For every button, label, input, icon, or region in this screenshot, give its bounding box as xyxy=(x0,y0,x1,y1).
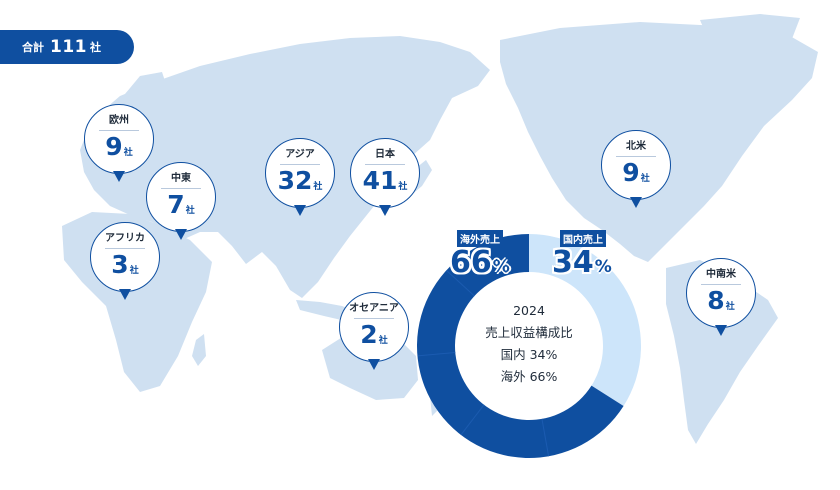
region-name: アジア xyxy=(285,149,315,160)
slice-pct-overseas: 66% xyxy=(450,247,510,279)
region-name: 日本 xyxy=(375,149,395,160)
region-name: 中南米 xyxy=(706,269,736,280)
total-count: 111 xyxy=(50,37,87,57)
region-count: 9 xyxy=(622,158,640,187)
pin-divider xyxy=(280,164,320,165)
region-count: 7 xyxy=(167,190,185,219)
region-count: 2 xyxy=(360,320,378,349)
region-unit: 社 xyxy=(185,206,195,216)
center-overseas: 海外 66% xyxy=(500,369,558,384)
center-title: 売上収益構成比 xyxy=(485,325,573,340)
pin-divider xyxy=(105,248,145,249)
region-unit: 社 xyxy=(378,336,388,346)
pin-pointer xyxy=(119,289,131,300)
slice-pct-value: 34 xyxy=(552,245,594,280)
pin-divider xyxy=(616,156,656,157)
donut-slice-overseas xyxy=(416,233,624,459)
region-pin-asia: アジア 32 社 xyxy=(265,138,335,224)
pin-pointer xyxy=(630,197,642,208)
region-name: 北米 xyxy=(626,141,646,152)
region-unit: 社 xyxy=(313,182,323,192)
region-unit: 社 xyxy=(725,302,735,312)
pin-pointer xyxy=(113,171,125,182)
pin-divider xyxy=(701,284,741,285)
center-year: 2024 xyxy=(513,303,545,318)
pin-divider xyxy=(365,164,405,165)
region-count: 3 xyxy=(111,250,129,279)
pin-pointer xyxy=(175,229,187,240)
donut-slice-domestic xyxy=(529,234,641,407)
region-count: 8 xyxy=(707,286,725,315)
pin-divider xyxy=(354,318,394,319)
region-pin-japan: 日本 41 社 xyxy=(350,138,420,224)
region-unit: 社 xyxy=(129,266,139,276)
region-unit: 社 xyxy=(398,182,408,192)
donut-center-text: 2024 売上収益構成比 国内 34% 海外 66% xyxy=(449,300,609,388)
slice-pct-domestic: 34% xyxy=(552,247,612,279)
pin-pointer xyxy=(368,359,380,370)
total-label: 合計 xyxy=(22,41,44,54)
region-name: アフリカ xyxy=(105,233,145,244)
pin-divider xyxy=(99,130,139,131)
pin-pointer xyxy=(294,205,306,216)
slice-pct-value: 66 xyxy=(450,245,492,280)
region-count: 9 xyxy=(105,132,123,161)
donut-separator xyxy=(541,418,550,457)
region-unit: 社 xyxy=(123,148,133,158)
pin-pointer xyxy=(379,205,391,216)
slice-pct-sign: % xyxy=(594,257,612,277)
region-name: 中東 xyxy=(171,173,191,184)
region-count: 32 xyxy=(277,166,313,195)
donut-separator xyxy=(446,269,475,297)
donut-separator xyxy=(417,352,456,357)
slice-pct-sign: % xyxy=(492,257,510,277)
pin-bubble: アジア 32 社 xyxy=(265,138,335,208)
region-count: 41 xyxy=(362,166,398,195)
slice-label-overseas: 海外売上 xyxy=(457,230,503,247)
center-domestic: 国内 34% xyxy=(500,347,558,362)
total-unit: 社 xyxy=(90,41,101,54)
total-companies-badge: 合計 111 社 xyxy=(0,30,134,64)
slice-label-domestic: 国内売上 xyxy=(560,230,606,247)
pin-divider xyxy=(161,188,201,189)
region-name: オセアニア xyxy=(349,303,399,314)
region-unit: 社 xyxy=(640,174,650,184)
region-name: 欧州 xyxy=(109,115,129,126)
pin-pointer xyxy=(715,325,727,336)
donut-separator xyxy=(460,404,485,436)
